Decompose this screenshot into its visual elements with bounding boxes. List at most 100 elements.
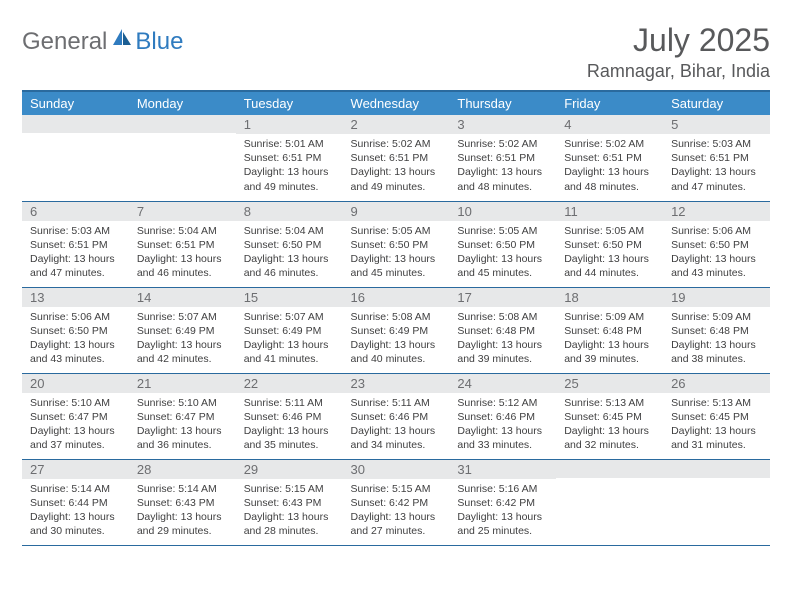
day-details: Sunrise: 5:06 AMSunset: 6:50 PMDaylight:… xyxy=(22,307,129,371)
calendar-week: 6Sunrise: 5:03 AMSunset: 6:51 PMDaylight… xyxy=(22,201,770,287)
calendar-cell: 27Sunrise: 5:14 AMSunset: 6:44 PMDayligh… xyxy=(22,459,129,545)
day-number: 1 xyxy=(236,115,343,134)
daylight-text: Daylight: 13 hours and 37 minutes. xyxy=(30,424,121,452)
sunrise-text: Sunrise: 5:11 AM xyxy=(244,396,335,410)
sunset-text: Sunset: 6:51 PM xyxy=(244,151,335,165)
sunset-text: Sunset: 6:51 PM xyxy=(564,151,655,165)
calendar-cell: 2Sunrise: 5:02 AMSunset: 6:51 PMDaylight… xyxy=(343,115,450,201)
sunrise-text: Sunrise: 5:15 AM xyxy=(351,482,442,496)
sunrise-text: Sunrise: 5:10 AM xyxy=(30,396,121,410)
day-number: 9 xyxy=(343,202,450,221)
day-number: 8 xyxy=(236,202,343,221)
sunset-text: Sunset: 6:51 PM xyxy=(137,238,228,252)
day-details: Sunrise: 5:08 AMSunset: 6:49 PMDaylight:… xyxy=(343,307,450,371)
calendar-header: Sunday Monday Tuesday Wednesday Thursday… xyxy=(22,91,770,115)
calendar-cell: 1 Sunrise: 5:01 AMSunset: 6:51 PMDaylight… xyxy=(236,115,343,201)
calendar-cell xyxy=(663,459,770,545)
day-details: Sunrise: 5:04 AMSunset: 6:50 PMDaylight:… xyxy=(236,221,343,285)
sunset-text: Sunset: 6:43 PM xyxy=(244,496,335,510)
calendar-cell: 10Sunrise: 5:05 AMSunset: 6:50 PMDayligh… xyxy=(449,201,556,287)
day-number: 4 xyxy=(556,115,663,134)
sunset-text: Sunset: 6:47 PM xyxy=(30,410,121,424)
day-header-wed: Wednesday xyxy=(343,91,450,115)
sunset-text: Sunset: 6:46 PM xyxy=(244,410,335,424)
day-number: 22 xyxy=(236,374,343,393)
day-number: 3 xyxy=(449,115,556,134)
day-number xyxy=(22,115,129,133)
daylight-text: Daylight: 13 hours and 43 minutes. xyxy=(30,338,121,366)
sunset-text: Sunset: 6:45 PM xyxy=(564,410,655,424)
day-details: Sunrise: 5:11 AMSunset: 6:46 PMDaylight:… xyxy=(236,393,343,457)
day-header-thu: Thursday xyxy=(449,91,556,115)
sunrise-text: Sunrise: 5:16 AM xyxy=(457,482,548,496)
day-number: 23 xyxy=(343,374,450,393)
calendar-week: 13Sunrise: 5:06 AMSunset: 6:50 PMDayligh… xyxy=(22,287,770,373)
sunrise-text: Sunrise: 5:09 AM xyxy=(671,310,762,324)
day-details: Sunrise: 5:16 AMSunset: 6:42 PMDaylight:… xyxy=(449,479,556,543)
sunrise-text: Sunrise: 5:09 AM xyxy=(564,310,655,324)
day-header-sun: Sunday xyxy=(22,91,129,115)
day-number: 7 xyxy=(129,202,236,221)
day-number xyxy=(663,460,770,478)
day-details: Sunrise: 5:08 AMSunset: 6:48 PMDaylight:… xyxy=(449,307,556,371)
header-row: General Blue July 2025 Ramnagar, Bihar, … xyxy=(22,22,770,82)
sunrise-text: Sunrise: 5:08 AM xyxy=(457,310,548,324)
sunrise-text: Sunrise: 5:04 AM xyxy=(244,224,335,238)
sunrise-text: Sunrise: 5:15 AM xyxy=(244,482,335,496)
day-details: Sunrise: 5:06 AMSunset: 6:50 PMDaylight:… xyxy=(663,221,770,285)
sunset-text: Sunset: 6:50 PM xyxy=(351,238,442,252)
brand-blue: Blue xyxy=(135,28,183,56)
day-details: Sunrise: 5:11 AMSunset: 6:46 PMDaylight:… xyxy=(343,393,450,457)
day-header-sat: Saturday xyxy=(663,91,770,115)
calendar-cell xyxy=(22,115,129,201)
calendar-cell: 5Sunrise: 5:03 AMSunset: 6:51 PMDaylight… xyxy=(663,115,770,201)
day-details: Sunrise: 5:07 AMSunset: 6:49 PMDaylight:… xyxy=(236,307,343,371)
sunset-text: Sunset: 6:48 PM xyxy=(671,324,762,338)
calendar-body: 1Sunrise: 5:01 AMSunset: 6:51 PMDaylight… xyxy=(22,115,770,545)
sunset-text: Sunset: 6:45 PM xyxy=(671,410,762,424)
sunset-text: Sunset: 6:42 PM xyxy=(457,496,548,510)
sunrise-text: Sunrise: 5:02 AM xyxy=(351,137,442,151)
daylight-text: Daylight: 13 hours and 49 minutes. xyxy=(244,165,335,193)
sunrise-text: Sunrise: 5:07 AM xyxy=(137,310,228,324)
day-details: Sunrise: 5:15 AMSunset: 6:42 PMDaylight:… xyxy=(343,479,450,543)
calendar-cell: 22Sunrise: 5:11 AMSunset: 6:46 PMDayligh… xyxy=(236,373,343,459)
sunrise-text: Sunrise: 5:05 AM xyxy=(351,224,442,238)
calendar-cell xyxy=(129,115,236,201)
daylight-text: Daylight: 13 hours and 35 minutes. xyxy=(244,424,335,452)
daylight-text: Daylight: 13 hours and 28 minutes. xyxy=(244,510,335,538)
day-number: 27 xyxy=(22,460,129,479)
day-details: Sunrise: 5:02 AMSunset: 6:51 PMDaylight:… xyxy=(449,134,556,198)
calendar-cell: 29Sunrise: 5:15 AMSunset: 6:43 PMDayligh… xyxy=(236,459,343,545)
day-number: 24 xyxy=(449,374,556,393)
sunrise-text: Sunrise: 5:10 AM xyxy=(137,396,228,410)
day-details: Sunrise: 5:13 AMSunset: 6:45 PMDaylight:… xyxy=(556,393,663,457)
calendar-cell: 12Sunrise: 5:06 AMSunset: 6:50 PMDayligh… xyxy=(663,201,770,287)
day-header-tue: Tuesday xyxy=(236,91,343,115)
sunset-text: Sunset: 6:51 PM xyxy=(30,238,121,252)
sunset-text: Sunset: 6:48 PM xyxy=(564,324,655,338)
sunset-text: Sunset: 6:50 PM xyxy=(564,238,655,252)
calendar-cell: 30Sunrise: 5:15 AMSunset: 6:42 PMDayligh… xyxy=(343,459,450,545)
day-number: 14 xyxy=(129,288,236,307)
daylight-text: Daylight: 13 hours and 45 minutes. xyxy=(351,252,442,280)
day-number: 31 xyxy=(449,460,556,479)
day-details: Sunrise: 5:02 AMSunset: 6:51 PMDaylight:… xyxy=(343,134,450,198)
daylight-text: Daylight: 13 hours and 29 minutes. xyxy=(137,510,228,538)
day-number: 16 xyxy=(343,288,450,307)
daylight-text: Daylight: 13 hours and 48 minutes. xyxy=(564,165,655,193)
sunset-text: Sunset: 6:49 PM xyxy=(351,324,442,338)
sunrise-text: Sunrise: 5:01 AM xyxy=(244,137,335,151)
sunset-text: Sunset: 6:51 PM xyxy=(671,151,762,165)
calendar-cell: 31Sunrise: 5:16 AMSunset: 6:42 PMDayligh… xyxy=(449,459,556,545)
calendar-table: Sunday Monday Tuesday Wednesday Thursday… xyxy=(22,90,770,546)
calendar-cell: 26Sunrise: 5:13 AMSunset: 6:45 PMDayligh… xyxy=(663,373,770,459)
title-block: July 2025 Ramnagar, Bihar, India xyxy=(587,22,770,82)
daylight-text: Daylight: 13 hours and 30 minutes. xyxy=(30,510,121,538)
daylight-text: Daylight: 13 hours and 25 minutes. xyxy=(457,510,548,538)
daylight-text: Daylight: 13 hours and 46 minutes. xyxy=(137,252,228,280)
day-number: 6 xyxy=(22,202,129,221)
calendar-cell: 3Sunrise: 5:02 AMSunset: 6:51 PMDaylight… xyxy=(449,115,556,201)
calendar-cell: 19Sunrise: 5:09 AMSunset: 6:48 PMDayligh… xyxy=(663,287,770,373)
daylight-text: Daylight: 13 hours and 44 minutes. xyxy=(564,252,655,280)
